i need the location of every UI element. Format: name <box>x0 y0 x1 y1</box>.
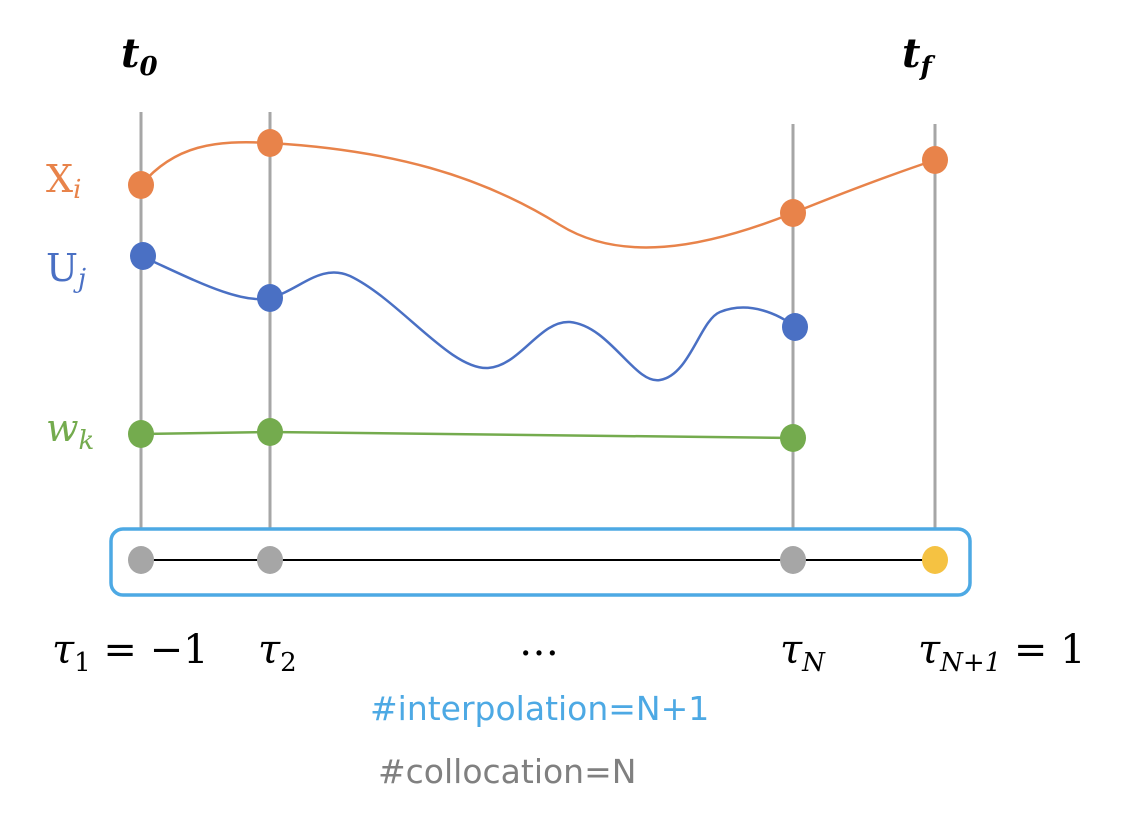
state-node <box>257 129 283 157</box>
collocation-node <box>128 546 154 574</box>
interpolation-note: #interpolation=N+1 <box>370 689 709 728</box>
tf-label: tf <box>902 30 935 82</box>
tau2-label: τ2 <box>258 627 297 678</box>
control-node <box>782 313 808 341</box>
tau1-label: τ1 = −1 <box>52 627 209 678</box>
control-label: Uj <box>46 246 86 294</box>
collocation-node <box>257 546 283 574</box>
state-node <box>780 199 806 227</box>
state-label: Xi <box>46 157 81 205</box>
t0-label: t0 <box>121 30 158 82</box>
collocation-node <box>780 546 806 574</box>
weight-node <box>257 418 283 446</box>
state-nodes <box>128 129 948 227</box>
control-node <box>257 284 283 312</box>
weight-node <box>780 424 806 452</box>
tauN-label: τN <box>780 627 826 678</box>
state-node <box>922 146 948 174</box>
control-nodes <box>130 242 808 341</box>
control-node <box>130 242 156 270</box>
weight-node <box>128 420 154 448</box>
state-curve <box>140 141 936 249</box>
weight-nodes <box>128 418 806 452</box>
ellipsis-label: … <box>519 619 559 665</box>
weight-label: wk <box>46 406 94 456</box>
collocation-note: #collocation=N <box>378 752 636 791</box>
tauN1-label: τN+1 = 1 <box>918 627 1086 678</box>
collocation-nodes <box>128 546 806 574</box>
weight-line <box>140 430 794 440</box>
state-node <box>128 171 154 199</box>
control-curve <box>140 254 796 382</box>
final-interpolation-node <box>922 546 948 574</box>
interpolation-box <box>109 527 972 597</box>
grid-lines <box>139 112 937 560</box>
